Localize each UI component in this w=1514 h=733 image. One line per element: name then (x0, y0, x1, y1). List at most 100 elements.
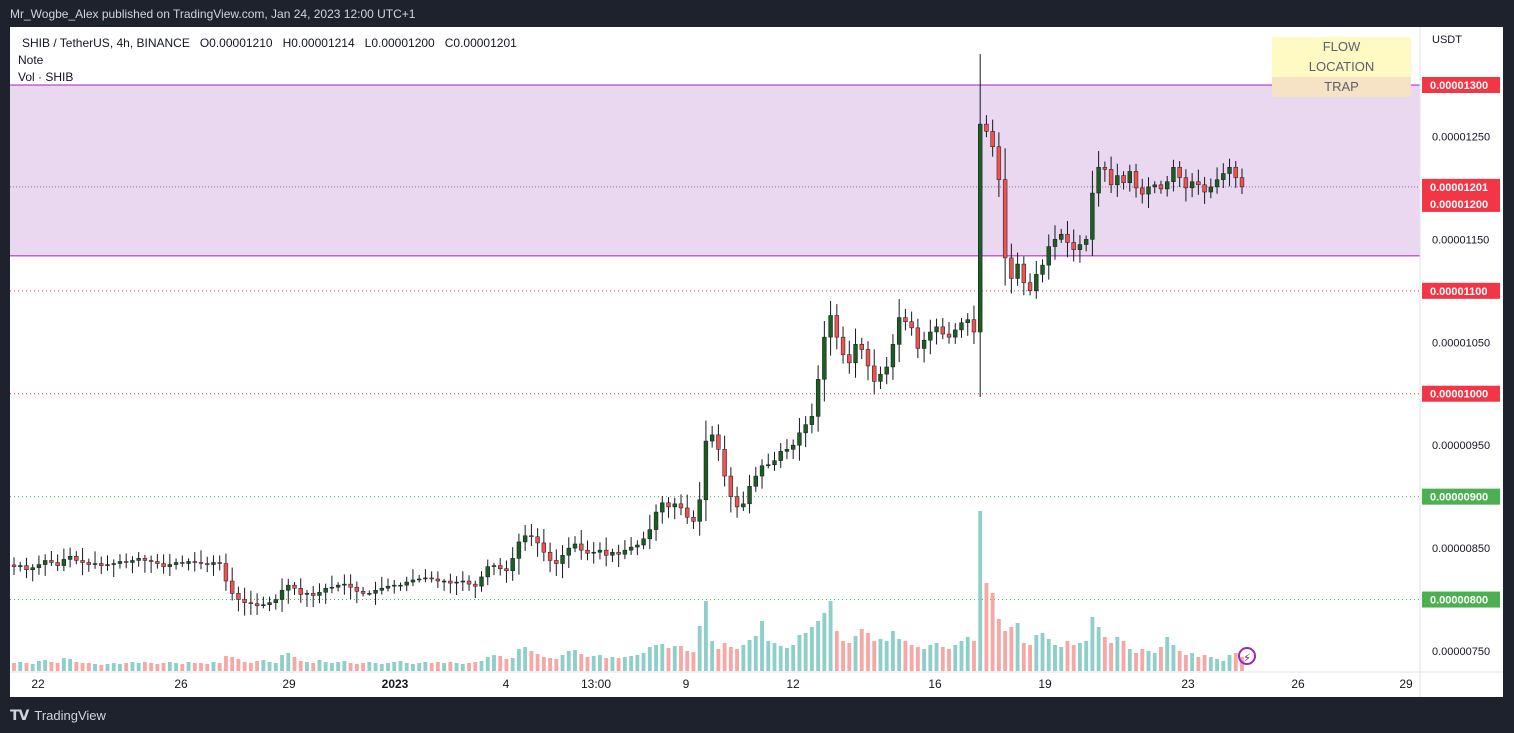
volume-bar (828, 601, 833, 671)
volume-bar (161, 663, 166, 671)
candle-body (572, 543, 578, 549)
volume-bar (604, 658, 609, 671)
candle-body (1239, 177, 1245, 188)
candle-body (1034, 274, 1039, 292)
volume-bar (504, 659, 509, 671)
volume-bar (167, 662, 172, 671)
candle-body (86, 562, 91, 565)
volume-bar (460, 664, 465, 671)
candle-body (865, 349, 871, 367)
lightning-icon[interactable]: ⚡ (1238, 647, 1256, 665)
chart-frame[interactable]: 0.00001250 0.00001150 0.00001050 0.00000950… (10, 27, 1503, 697)
candle-body (747, 486, 752, 505)
volume-bar (1071, 645, 1076, 671)
volume-bar (417, 663, 422, 671)
volume-bar (947, 649, 951, 671)
candle-body (1152, 184, 1157, 188)
candle-body (1046, 246, 1051, 266)
volume-legend-label[interactable]: Vol · SHIB (18, 70, 74, 84)
extra-label-bg (1422, 195, 1500, 212)
volume-bar (872, 641, 877, 671)
volume-bar (1015, 623, 1020, 671)
x-tick-label: 26 (174, 677, 188, 691)
volume-bar (217, 663, 222, 671)
candle-body (161, 563, 166, 567)
currency-label[interactable]: USDT (1432, 34, 1462, 46)
candle-body (1052, 239, 1058, 247)
candle-body (909, 321, 914, 329)
volume-bar (554, 659, 559, 671)
candle-body (92, 563, 98, 565)
volume-bar (1152, 653, 1157, 671)
volume-bar (224, 656, 228, 671)
volume-bar (261, 660, 266, 671)
candle-body (498, 565, 503, 569)
candle-body (1221, 173, 1226, 180)
candle-body (1177, 167, 1182, 178)
candle-body (404, 581, 409, 586)
volume-bar (691, 652, 696, 671)
candle-body (410, 579, 416, 583)
volume-bar (118, 664, 122, 671)
level-label-bg-0 (1422, 77, 1500, 93)
candlestick-chart[interactable]: 0.00001250 0.00001150 0.00001050 0.00000950… (10, 27, 1503, 697)
symbol-label[interactable]: SHIB / TetherUS, 4h, BINANCE (22, 36, 190, 50)
volume-bar (1090, 617, 1095, 671)
candle-body (628, 546, 634, 551)
candle-body (884, 366, 889, 375)
candle-body (479, 576, 484, 587)
volume-bar (591, 656, 596, 671)
candle-body (373, 590, 378, 594)
candle-body (124, 561, 129, 563)
candle-body (1096, 167, 1101, 194)
volume-bar (535, 654, 540, 671)
candle-body (597, 549, 603, 553)
x-tick-label: 13:00 (581, 677, 611, 691)
volume-bar (641, 653, 646, 671)
volume-bar (566, 651, 571, 671)
tradingview-logo[interactable]: 𝗧𝗩 TradingView (10, 707, 106, 724)
candle-body (828, 315, 833, 338)
candle-body (978, 123, 983, 333)
open-value: O0.00001210 (199, 36, 273, 50)
volume-bar (124, 663, 129, 671)
x-tick-label: 19 (1038, 677, 1052, 691)
volume-bar (236, 659, 241, 671)
candle-body (666, 502, 671, 508)
candle-body (311, 593, 316, 596)
volume-bar (878, 639, 883, 671)
volume-bar (1127, 649, 1132, 671)
volume-bar (629, 656, 634, 671)
volume-bar (286, 653, 291, 671)
candle-body (703, 440, 709, 500)
candle-body (80, 560, 85, 563)
level-label-bg-2 (1422, 385, 1500, 402)
candle-body (298, 587, 303, 595)
candle-body (180, 562, 185, 564)
note-legend-label[interactable]: Note (18, 53, 44, 67)
candle-body (610, 551, 615, 556)
candle-body (11, 564, 17, 567)
volume-bar (404, 663, 409, 671)
note-flow: FLOW (1322, 39, 1361, 54)
volume-bar (255, 661, 260, 671)
candle-body (1233, 167, 1238, 178)
candle-body (759, 465, 765, 477)
candle-body (18, 565, 23, 567)
volume-bar (305, 662, 309, 671)
candle-body (1040, 264, 1045, 275)
volume-bar (766, 641, 771, 671)
volume-bar (242, 662, 247, 671)
tradingview-wordmark: TradingView (34, 708, 106, 723)
candle-body (604, 549, 609, 556)
candle-body (685, 507, 690, 518)
volume-bar (984, 583, 989, 671)
note-box[interactable]: FLOW LOCATION TRAP (1272, 37, 1411, 97)
volume-bar (492, 655, 496, 671)
x-tick-label: 16 (928, 677, 942, 691)
candle-body (1140, 187, 1145, 195)
candle-body (803, 424, 808, 434)
candle-body (99, 563, 104, 566)
volume-bar (342, 661, 347, 671)
candle-body (354, 586, 360, 592)
